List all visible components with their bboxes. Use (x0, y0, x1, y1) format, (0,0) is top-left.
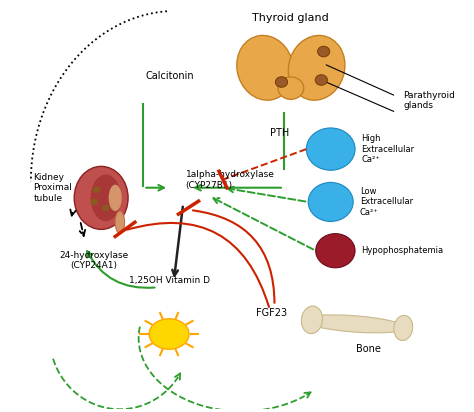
Text: Low
Extracellular
Ca²⁺: Low Extracellular Ca²⁺ (360, 187, 413, 217)
Text: 24-hydroxylase
(CYP24A1): 24-hydroxylase (CYP24A1) (60, 251, 129, 270)
Ellipse shape (303, 315, 405, 333)
Text: Thyroid gland: Thyroid gland (253, 13, 329, 23)
Ellipse shape (237, 35, 293, 100)
Circle shape (306, 128, 355, 170)
Text: Kidney
Proximal
tubule: Kidney Proximal tubule (33, 173, 72, 203)
Circle shape (318, 46, 330, 57)
Circle shape (275, 77, 288, 87)
Text: Hypophosphatemia: Hypophosphatemia (361, 246, 443, 255)
Text: Parathyroid
glands: Parathyroid glands (403, 91, 455, 110)
Text: PTH: PTH (270, 128, 289, 138)
Circle shape (102, 205, 109, 211)
Text: High
Extracellular
Ca²⁺: High Extracellular Ca²⁺ (361, 134, 414, 164)
Text: Calcitonin: Calcitonin (146, 71, 194, 81)
Ellipse shape (109, 185, 122, 211)
Ellipse shape (394, 315, 413, 340)
Text: 1alpha-hydroxylase
(CYP27B1): 1alpha-hydroxylase (CYP27B1) (185, 170, 274, 190)
Text: Bone: Bone (356, 344, 381, 354)
Circle shape (91, 199, 98, 205)
Text: FGF23: FGF23 (256, 308, 287, 318)
Text: 1,25OH Vitamin D: 1,25OH Vitamin D (128, 276, 210, 285)
Ellipse shape (91, 175, 121, 221)
Ellipse shape (149, 319, 189, 349)
Circle shape (308, 183, 353, 221)
Circle shape (93, 187, 100, 193)
Ellipse shape (288, 35, 345, 100)
Ellipse shape (278, 77, 304, 99)
Ellipse shape (74, 166, 128, 229)
Ellipse shape (115, 211, 125, 234)
Ellipse shape (301, 306, 322, 334)
Circle shape (316, 234, 355, 268)
Circle shape (315, 75, 328, 85)
